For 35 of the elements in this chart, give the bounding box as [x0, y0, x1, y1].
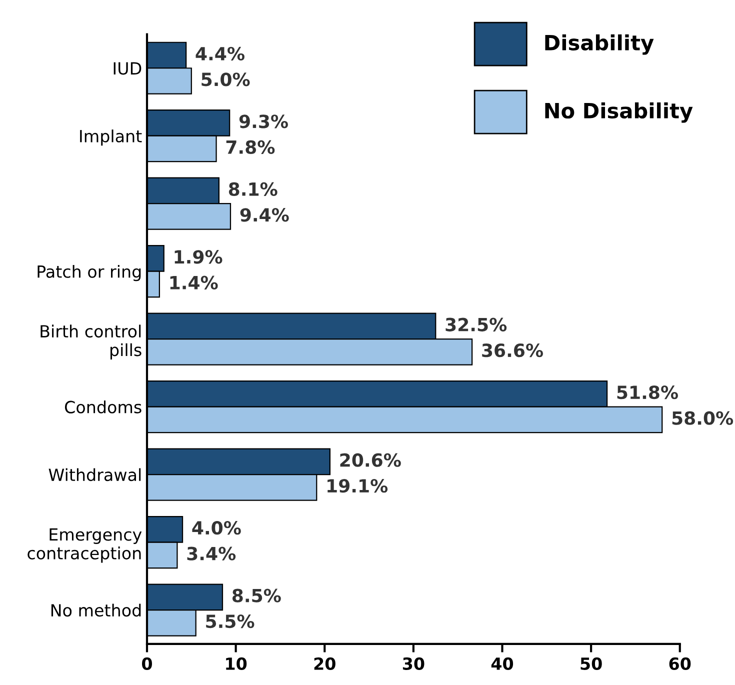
data-label: 7.8% — [226, 140, 275, 154]
y-tick-label: Withdrawal — [48, 468, 141, 482]
data-label: 5.0% — [202, 72, 250, 86]
x-tick-label: 20 — [314, 657, 336, 670]
x-tick-label: 40 — [491, 657, 514, 670]
data-label: 36.6% — [482, 344, 543, 358]
data-label: 1.4% — [170, 276, 218, 290]
x-tick-label: 0 — [142, 657, 152, 670]
legend-label: No Disability — [545, 102, 693, 123]
legend-label: Disability — [545, 34, 654, 55]
x-tick-label: 10 — [226, 657, 247, 670]
data-label: 3.4% — [187, 546, 236, 560]
data-label: 9.3% — [239, 114, 288, 128]
data-label: 5.5% — [206, 614, 254, 628]
data-label: 51.8% — [617, 386, 678, 400]
y-tick-label: No method — [51, 604, 141, 617]
data-label: 4.4% — [196, 46, 244, 60]
data-label: 8.5% — [232, 588, 281, 602]
data-label: 9.4% — [240, 208, 289, 222]
data-label: 32.5% — [446, 318, 507, 332]
y-tick-label: IUD — [114, 62, 142, 75]
data-label: 58.0% — [672, 411, 734, 425]
data-label: 8.1% — [228, 182, 278, 196]
data-label: 20.6% — [340, 453, 401, 467]
x-tick-label: 50 — [580, 657, 602, 670]
data-label: 19.1% — [328, 479, 388, 493]
y-tick-label: Condoms — [64, 400, 142, 414]
x-tick-label: 30 — [402, 657, 424, 670]
x-tick-label: 60 — [669, 657, 691, 670]
y-tick-label: Implant — [80, 130, 142, 146]
y-tick-label: Birth control pills — [40, 324, 142, 360]
data-label: 1.9% — [174, 250, 222, 264]
y-tick-label: Patch or ring — [38, 265, 141, 282]
data-label: 4.0% — [192, 521, 241, 535]
y-tick-label: Emergency contraception — [28, 528, 142, 563]
